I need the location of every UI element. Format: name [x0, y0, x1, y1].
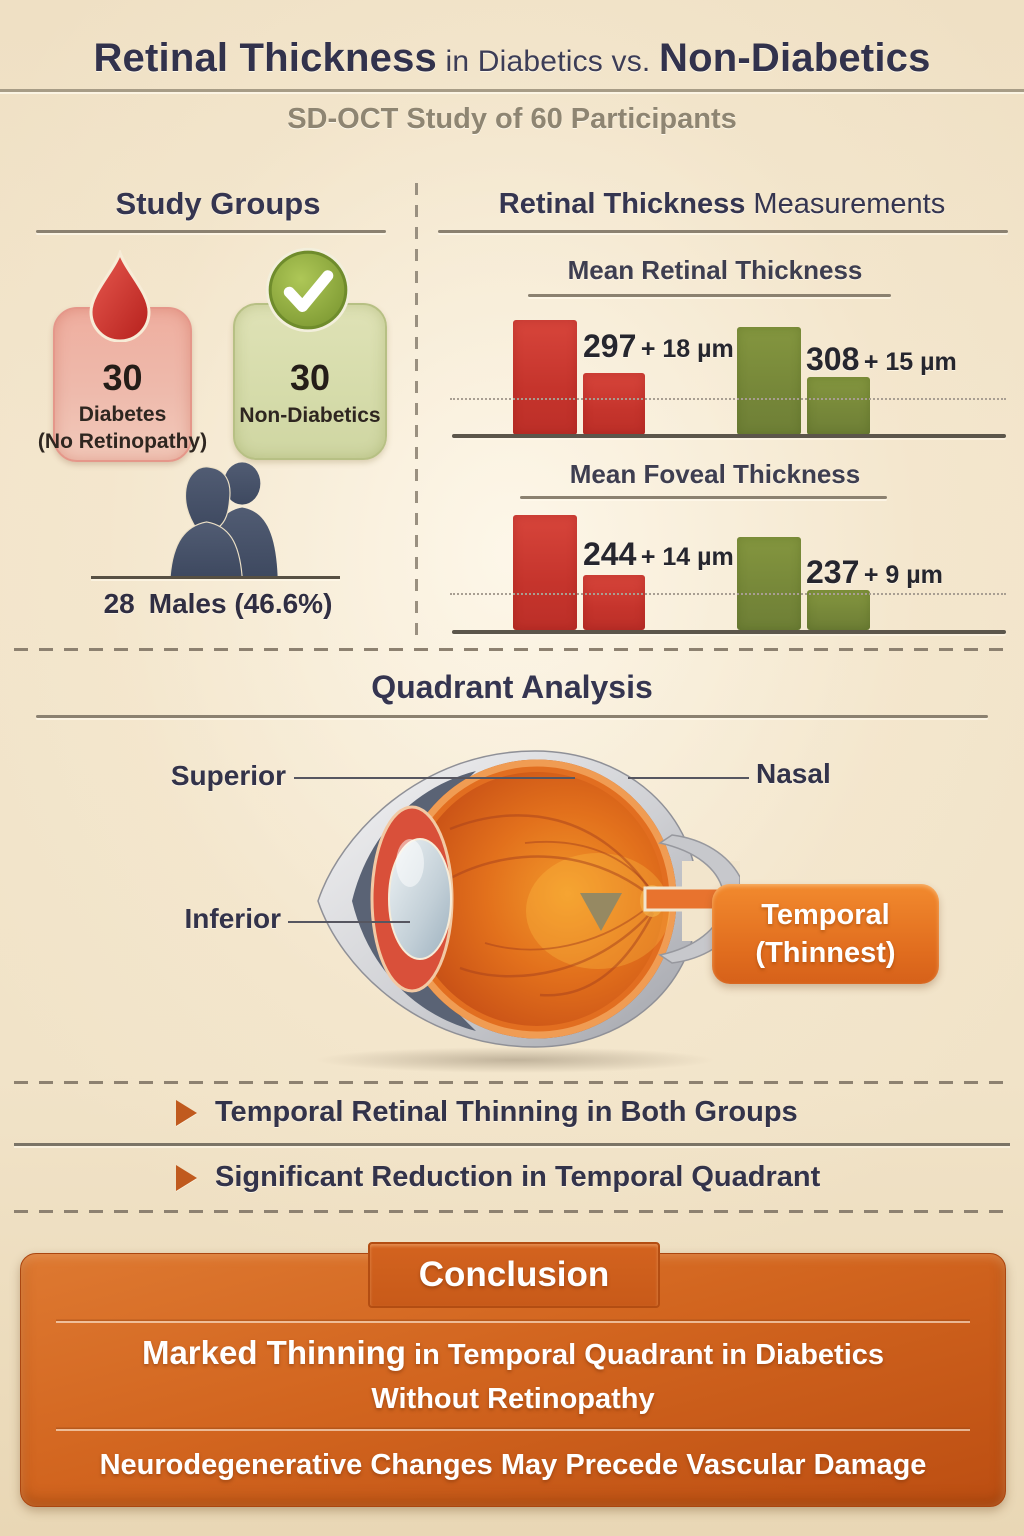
findings-divider: [14, 1143, 1010, 1146]
chart1-title: Mean Retinal Thickness: [567, 255, 863, 285]
quadrant-heading: Quadrant Analysis: [371, 669, 653, 705]
label-inferior: Inferior: [184, 903, 281, 934]
males-rest: Males (46.6%): [148, 588, 333, 619]
study-groups-underline: [36, 230, 386, 233]
section-divider-dashed-3: [14, 1210, 1010, 1213]
chart2-diabetic-value: 244 + 14 µm: [583, 536, 734, 573]
chart1-control-error: + 15 µm: [863, 348, 957, 376]
conclusion-statement-1-bold: Marked Thinning: [141, 1334, 406, 1371]
measurements-heading-regular: Measurements: [745, 188, 946, 220]
chart2-diabetic-mean: 244: [583, 536, 637, 572]
chart1-control-value: 308 + 15 µm: [806, 341, 957, 378]
conclusion-divider-1: [56, 1321, 970, 1323]
chart1-reference-dotted-line: [450, 398, 1006, 400]
chart1-diabetic-value: 297 + 18 µm: [583, 328, 734, 365]
column-divider-dashed: [415, 183, 418, 639]
conclusion-tab: Conclusion: [368, 1242, 660, 1308]
measurements-underline: [438, 230, 1008, 233]
page-subtitle: SD-OCT Study of 60 Participants: [287, 103, 737, 135]
conclusion-statement-1-rest: in Temporal Quadrant in Diabetics: [405, 1339, 885, 1371]
chart1-control-bar-tall: [737, 327, 801, 435]
checkmark-icon: [265, 247, 351, 333]
temporal-thinnest-callout: Temporal (Thinnest): [712, 884, 939, 984]
nasal-lead-line: [628, 777, 749, 779]
chart1-control-mean: 308: [806, 341, 860, 377]
chart2-control-error: + 9 µm: [863, 561, 943, 589]
chart2-diabetic-error: + 14 µm: [640, 543, 734, 571]
chart1-diabetic-bar-tall: [513, 320, 577, 435]
non-diabetics-count: 30: [289, 357, 331, 398]
title-part-mid: in Diabetics vs.: [436, 45, 659, 78]
chart1-baseline: [452, 434, 1006, 438]
finding-item-1: Temporal Retinal Thinning in Both Groups: [176, 1096, 798, 1129]
diabetes-label: Diabetes: [78, 403, 167, 426]
finding-text-1: Temporal Retinal Thinning in Both Groups: [215, 1096, 798, 1128]
title-part-bold2: Non-Diabetics: [659, 36, 931, 80]
chart1-control-bar-short: [807, 377, 870, 435]
chart2-baseline: [452, 630, 1006, 634]
conclusion-statement-1: Marked Thinning in Temporal Quadrant in …: [21, 1334, 1005, 1372]
chart2-control-mean: 237: [806, 554, 860, 590]
section-divider-dashed-1: [14, 648, 1010, 651]
chart2-control-value: 237 + 9 µm: [806, 554, 943, 591]
chart1-diabetic-bar-short: [583, 373, 645, 435]
chart2-title: Mean Foveal Thickness: [569, 459, 861, 489]
conclusion-statement-1-line2: Without Retinopathy: [371, 1383, 655, 1415]
blood-drop-icon: [89, 250, 151, 342]
chart2-reference-dotted-line: [450, 593, 1006, 595]
non-diabetics-label: Non-Diabetics: [239, 404, 381, 427]
chart1-title-underline: [528, 294, 891, 297]
finding-text-2: Significant Reduction in Temporal Quadra…: [215, 1161, 821, 1193]
diabetes-sublabel: (No Retinopathy): [37, 430, 208, 453]
superior-lead-line: [294, 777, 575, 779]
chart1-diabetic-mean: 297: [583, 328, 637, 364]
males-count: 28: [103, 588, 135, 619]
temporal-line1: Temporal: [761, 898, 890, 931]
chart2-diabetic-bar-short: [583, 575, 645, 630]
inferior-lead-line: [288, 921, 410, 923]
eye-cross-section-diagram: [315, 750, 740, 1073]
measurements-heading: Retinal Thickness Measurements: [430, 188, 1014, 221]
title-part-bold1: Retinal Thickness: [93, 36, 437, 80]
right-triangle-arrow-icon: [176, 1099, 197, 1126]
diabetes-count: 30: [102, 357, 143, 398]
chart1-diabetic-error: + 18 µm: [640, 335, 734, 363]
measurements-heading-bold: Retinal Thickness: [498, 188, 746, 220]
section-divider-dashed-2: [14, 1081, 1010, 1084]
demographics-underline: [91, 576, 340, 579]
chart2-diabetic-bar-tall: [513, 515, 577, 630]
chart2-title-underline: [520, 496, 887, 499]
study-groups-heading: Study Groups: [115, 186, 321, 221]
male-female-silhouette: [169, 462, 278, 577]
chart2-control-bar-tall: [737, 537, 801, 630]
header-divider: [0, 89, 1024, 92]
label-nasal: Nasal: [756, 758, 831, 789]
finding-item-2: Significant Reduction in Temporal Quadra…: [176, 1161, 820, 1194]
conclusion-statement-2: Neurodegenerative Changes May Precede Va…: [99, 1449, 927, 1481]
conclusion-divider-2: [56, 1429, 970, 1431]
temporal-line2: (Thinnest): [755, 937, 896, 969]
chart2-control-bar-short: [807, 590, 870, 630]
demographics-text: 28 Males (46.6%): [20, 588, 416, 620]
quadrant-underline: [36, 715, 988, 718]
right-triangle-arrow-icon: [176, 1164, 197, 1191]
label-superior: Superior: [170, 760, 286, 791]
page-title: Retinal Thickness in Diabetics vs. Non-D…: [0, 36, 1024, 81]
